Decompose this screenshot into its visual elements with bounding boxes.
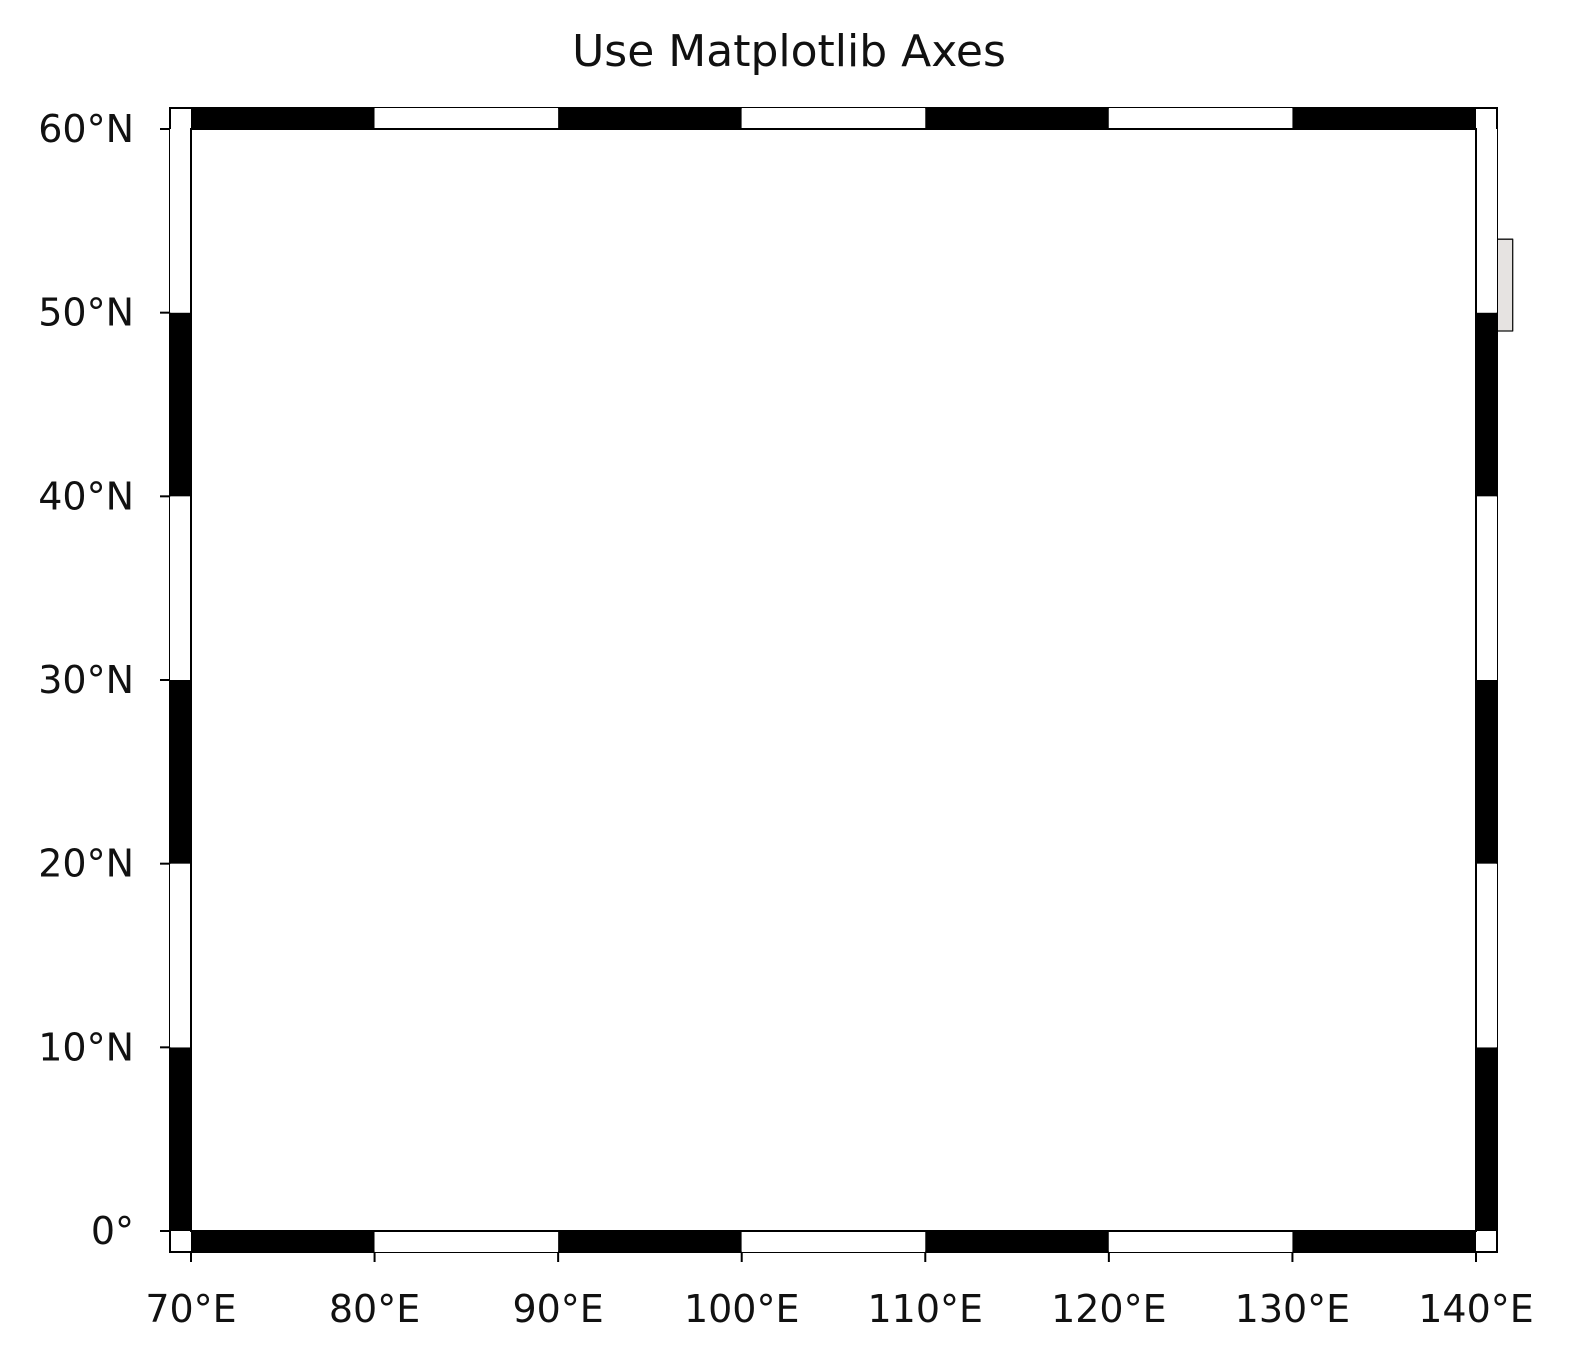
frame-bottom-seg-5 [1108, 1231, 1293, 1252]
frame-left-seg-1 [170, 863, 191, 1048]
chart-title: Use Matplotlib Axes [572, 26, 1006, 77]
frame-top-seg-1 [374, 108, 559, 129]
frame-left-seg-2 [170, 680, 191, 864]
x-tick-label: 140°E [1418, 1287, 1534, 1331]
x-tick-label: 90°E [512, 1287, 603, 1331]
frame-left-seg-5 [170, 129, 191, 313]
y-tick-label: 10°N [38, 1025, 134, 1069]
frame-right-seg-5 [1476, 129, 1497, 313]
frame-top-seg-5 [1108, 108, 1293, 129]
frame-bottom-seg-2 [558, 1231, 742, 1252]
y-tick-label: 20°N [38, 842, 134, 886]
frame-bottom-seg-3 [741, 1231, 926, 1252]
frame-right-seg-0 [1476, 1047, 1497, 1231]
frame-bottom-seg-1 [374, 1231, 559, 1252]
x-tick-label: 100°E [684, 1287, 800, 1331]
frame-right-seg-1 [1476, 863, 1497, 1048]
frame-bottom-seg-0 [191, 1231, 375, 1252]
x-tick-label: 70°E [145, 1287, 236, 1331]
plot-border [190, 128, 1477, 1232]
x-tick-label: 80°E [329, 1287, 420, 1331]
frame-outer [169, 107, 1498, 1253]
frame-right-seg-2 [1476, 680, 1497, 864]
frame-right-seg-3 [1476, 496, 1497, 680]
x-tick-label: 130°E [1235, 1287, 1351, 1331]
y-tick-label: 30°N [38, 658, 134, 702]
y-tick-label: 0° [91, 1209, 134, 1253]
frame-left-seg-0 [170, 1047, 191, 1231]
axis-ticks: 70°E 80°E 90°E 100°E 110°E 120°E 130°E 140°E 0° 1… [38, 107, 1534, 1331]
frame-left-seg-3 [170, 496, 191, 680]
y-tick-label: 60°N [38, 107, 134, 151]
frame-top-seg-3 [741, 108, 926, 129]
frame-top-seg-4 [925, 108, 1109, 129]
y-tick-label: 40°N [38, 474, 134, 518]
frame-right-seg-4 [1476, 312, 1497, 497]
frame-top-seg-0 [191, 108, 375, 129]
frame-bottom-seg-4 [925, 1231, 1109, 1252]
frame-top-seg-6 [1292, 108, 1476, 129]
x-tick-label: 120°E [1051, 1287, 1167, 1331]
frame-top-seg-2 [558, 108, 742, 129]
x-tick-label: 110°E [868, 1287, 984, 1331]
frame-left-seg-4 [170, 312, 191, 497]
frame-bottom-seg-6 [1292, 1231, 1476, 1252]
checker-frame [169, 107, 1498, 1253]
y-tick-label: 50°N [38, 291, 134, 335]
